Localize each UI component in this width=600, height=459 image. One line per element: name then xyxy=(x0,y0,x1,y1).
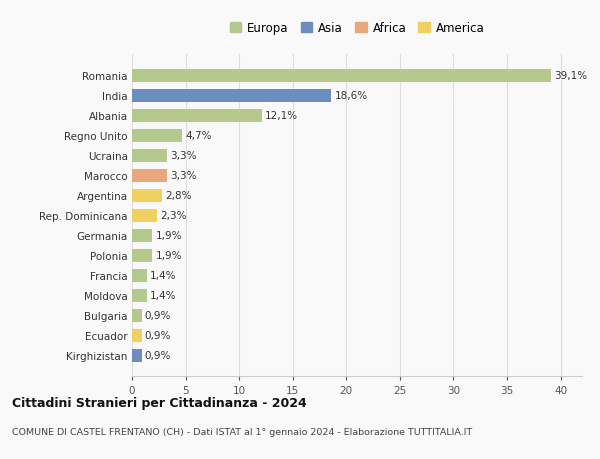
Text: 2,8%: 2,8% xyxy=(165,191,192,201)
Bar xyxy=(132,90,331,102)
Bar xyxy=(132,209,157,222)
Text: 2,3%: 2,3% xyxy=(160,211,187,221)
Bar xyxy=(132,309,142,322)
Text: 3,3%: 3,3% xyxy=(170,151,197,161)
Text: 12,1%: 12,1% xyxy=(265,111,298,121)
Text: 1,4%: 1,4% xyxy=(150,270,177,280)
Bar xyxy=(132,269,147,282)
Text: 0,9%: 0,9% xyxy=(145,310,171,320)
Bar xyxy=(132,349,142,362)
Bar xyxy=(132,249,152,262)
Text: 3,3%: 3,3% xyxy=(170,171,197,181)
Bar xyxy=(132,129,182,142)
Text: Cittadini Stranieri per Cittadinanza - 2024: Cittadini Stranieri per Cittadinanza - 2… xyxy=(12,396,307,409)
Text: 1,4%: 1,4% xyxy=(150,291,177,301)
Text: 0,9%: 0,9% xyxy=(145,330,171,340)
Text: COMUNE DI CASTEL FRENTANO (CH) - Dati ISTAT al 1° gennaio 2024 - Elaborazione TU: COMUNE DI CASTEL FRENTANO (CH) - Dati IS… xyxy=(12,427,472,436)
Legend: Europa, Asia, Africa, America: Europa, Asia, Africa, America xyxy=(229,22,485,35)
Text: 4,7%: 4,7% xyxy=(185,131,212,141)
Bar xyxy=(132,289,147,302)
Bar xyxy=(132,169,167,182)
Bar xyxy=(132,329,142,342)
Text: 0,9%: 0,9% xyxy=(145,350,171,360)
Bar xyxy=(132,150,167,162)
Bar xyxy=(132,189,162,202)
Text: 1,9%: 1,9% xyxy=(155,251,182,261)
Bar xyxy=(132,229,152,242)
Text: 39,1%: 39,1% xyxy=(554,71,587,81)
Bar xyxy=(132,70,551,83)
Bar xyxy=(132,110,262,123)
Text: 1,9%: 1,9% xyxy=(155,231,182,241)
Text: 18,6%: 18,6% xyxy=(335,91,368,101)
